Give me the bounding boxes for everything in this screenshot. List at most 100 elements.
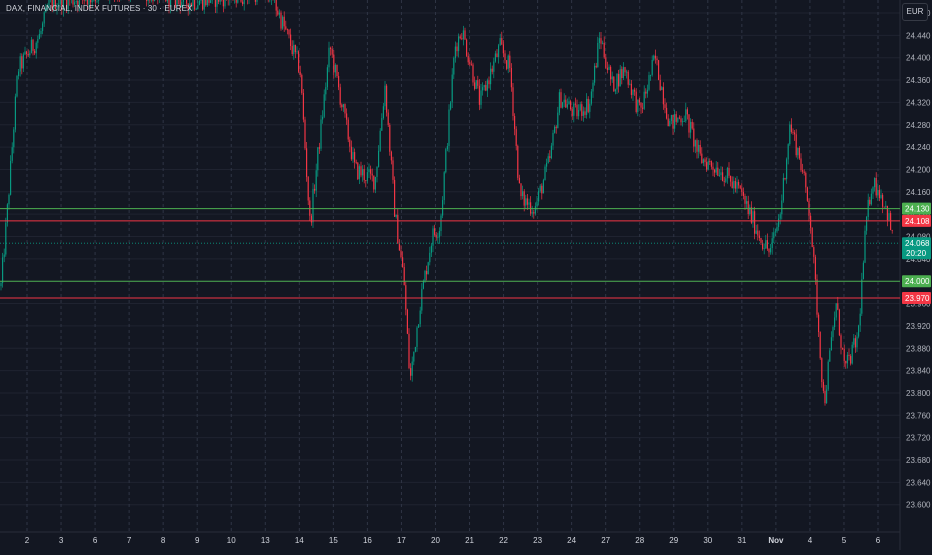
candle-body bbox=[148, 0, 149, 1]
candle-body bbox=[442, 200, 443, 215]
x-axis-tick-label: 3 bbox=[59, 536, 64, 545]
candle-body bbox=[688, 114, 689, 132]
candle-body bbox=[316, 170, 317, 190]
candle-body bbox=[863, 263, 864, 280]
candle-body bbox=[365, 180, 366, 181]
candle-body bbox=[732, 182, 733, 189]
candle-body bbox=[698, 145, 699, 152]
candle-body bbox=[668, 119, 669, 127]
candle-body bbox=[215, 0, 216, 7]
y-axis-tick-label: 23.640 bbox=[906, 478, 931, 487]
candle-body bbox=[837, 303, 838, 309]
candle-body bbox=[848, 355, 849, 356]
candle-body bbox=[292, 46, 293, 54]
candle-body bbox=[714, 170, 715, 173]
candle-body bbox=[336, 65, 337, 76]
candle-body bbox=[303, 93, 304, 120]
x-axis-tick-label: 27 bbox=[601, 536, 610, 545]
candle-body bbox=[834, 317, 835, 327]
candle-body bbox=[284, 17, 285, 27]
candle-body bbox=[484, 85, 485, 87]
candle-body bbox=[485, 85, 486, 91]
candle-body bbox=[183, 0, 184, 2]
candle-body bbox=[632, 90, 633, 95]
candle-body bbox=[528, 202, 529, 204]
candle-body bbox=[423, 281, 424, 289]
candle-body bbox=[812, 228, 813, 247]
candle-body bbox=[784, 178, 785, 179]
candle-body bbox=[712, 167, 713, 170]
candle-body bbox=[640, 103, 641, 108]
candle-body bbox=[508, 56, 509, 69]
candle-body bbox=[778, 219, 779, 227]
candle-body bbox=[741, 188, 742, 192]
candle-body bbox=[448, 110, 449, 147]
candle-body bbox=[397, 215, 398, 244]
last-price-text: 24.068 bbox=[905, 239, 930, 248]
candle-body bbox=[421, 289, 422, 311]
candle-body bbox=[517, 146, 518, 178]
candle-body bbox=[652, 60, 653, 75]
candle-body bbox=[495, 53, 496, 61]
candle-body bbox=[458, 36, 459, 51]
candle-body bbox=[479, 86, 480, 105]
candle-body bbox=[31, 40, 32, 53]
candle-body bbox=[511, 68, 512, 87]
candle-body bbox=[604, 43, 605, 58]
candle-body bbox=[378, 151, 379, 167]
candle-body bbox=[298, 51, 299, 71]
candle-body bbox=[368, 169, 369, 172]
candle-body bbox=[96, 1, 97, 2]
candle-body bbox=[720, 172, 721, 175]
candle-body bbox=[607, 68, 608, 70]
candle-body bbox=[146, 0, 147, 1]
candle-body bbox=[570, 101, 571, 109]
candle-body bbox=[679, 118, 680, 119]
candle-body bbox=[821, 358, 822, 382]
candle-body bbox=[364, 169, 365, 180]
x-axis-tick-label: 2 bbox=[25, 536, 30, 545]
candle-body bbox=[95, 0, 96, 1]
currency-button[interactable]: EUR bbox=[902, 3, 928, 21]
candle-body bbox=[12, 147, 13, 161]
candle-body bbox=[788, 144, 789, 159]
candle-body bbox=[386, 86, 387, 113]
candle-body bbox=[530, 202, 531, 213]
candle-body bbox=[26, 51, 27, 54]
candle-body bbox=[391, 152, 392, 161]
candle-body bbox=[285, 26, 286, 29]
candle-body bbox=[636, 92, 637, 112]
candle-body bbox=[543, 180, 544, 193]
x-axis-tick-label: 6 bbox=[876, 536, 881, 545]
candle-body bbox=[7, 204, 8, 222]
candle-body bbox=[4, 254, 5, 257]
candle-body bbox=[757, 231, 758, 236]
candle-body bbox=[762, 243, 763, 249]
x-axis-tick-label: 29 bbox=[669, 536, 678, 545]
candle-body bbox=[186, 0, 187, 3]
candle-body bbox=[492, 69, 493, 72]
candle-body bbox=[748, 201, 749, 214]
candle-body bbox=[343, 104, 344, 107]
candle-body bbox=[207, 0, 208, 5]
candle-body bbox=[325, 87, 326, 94]
candle-body bbox=[455, 47, 456, 58]
candle-body bbox=[76, 1, 77, 2]
candle-body bbox=[308, 177, 309, 201]
candle-body bbox=[693, 128, 694, 146]
candle-body bbox=[319, 147, 320, 148]
candle-body bbox=[216, 0, 217, 7]
candle-body bbox=[98, 0, 99, 1]
candle-body bbox=[466, 40, 467, 56]
candle-body bbox=[92, 0, 93, 2]
candle-body bbox=[823, 382, 824, 391]
candle-body bbox=[524, 191, 525, 205]
candle-body bbox=[589, 104, 590, 112]
candle-body bbox=[410, 368, 411, 376]
candle-body bbox=[362, 169, 363, 175]
price-level-text: 24.130 bbox=[905, 205, 930, 214]
candle-body bbox=[770, 248, 771, 252]
